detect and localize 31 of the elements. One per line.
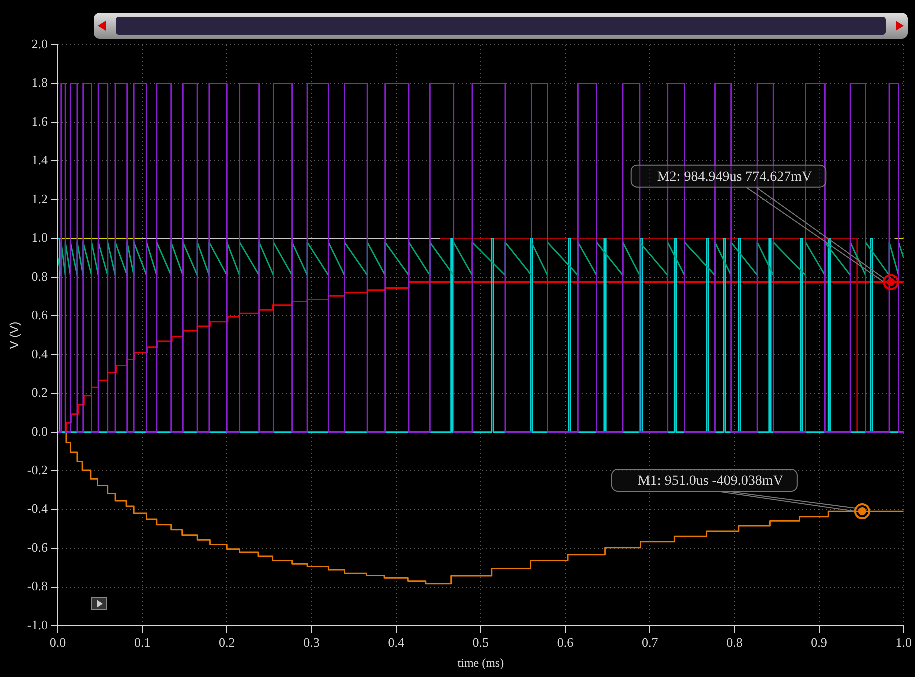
x-tick-label: 0.4 bbox=[388, 635, 405, 650]
x-tick-label: 0.2 bbox=[219, 635, 236, 650]
y-tick-label: -0.6 bbox=[27, 540, 48, 555]
y-tick-label: 0.8 bbox=[32, 268, 48, 284]
y-tick-label: -0.2 bbox=[27, 462, 48, 478]
y-tick-label: -0.4 bbox=[27, 501, 48, 516]
x-tick-label: 1.0 bbox=[896, 635, 912, 650]
y-tick-label: -1.0 bbox=[27, 617, 48, 632]
y-tick-label: 1.8 bbox=[32, 75, 48, 90]
annotation: M2: 984.949us 774.627mV bbox=[657, 170, 812, 185]
y-tick-label: 1.6 bbox=[32, 114, 48, 129]
x-tick-label: 0.3 bbox=[304, 635, 320, 650]
x-tick-label: 0.1 bbox=[134, 635, 151, 650]
y-tick-label: 1.0 bbox=[32, 230, 48, 246]
y-tick-label: 0.2 bbox=[32, 385, 48, 400]
y-axis-title: V (V) bbox=[8, 322, 22, 350]
y-tick-label: 0.4 bbox=[32, 346, 48, 362]
x-tick-label: 0.6 bbox=[557, 635, 574, 650]
x-tick-label: 0.9 bbox=[811, 635, 828, 650]
y-tick-label: -0.8 bbox=[27, 578, 48, 594]
x-tick-label: 0.0 bbox=[50, 635, 66, 650]
y-tick-label: 1.4 bbox=[32, 152, 48, 168]
y-tick-label: 2.0 bbox=[32, 36, 48, 52]
y-tick-label: 0.0 bbox=[32, 424, 48, 439]
x-tick-label: 0.7 bbox=[642, 635, 659, 650]
x-tick-label: 0.5 bbox=[472, 635, 490, 650]
x-tick-label: 0.8 bbox=[726, 635, 743, 650]
y-tick-label: 0.6 bbox=[32, 308, 48, 323]
y-tick-label: 1.2 bbox=[32, 191, 48, 206]
x-axis-title: time (ms) bbox=[458, 656, 504, 670]
annotation: M1: 951.0us -409.038mV bbox=[638, 474, 784, 490]
